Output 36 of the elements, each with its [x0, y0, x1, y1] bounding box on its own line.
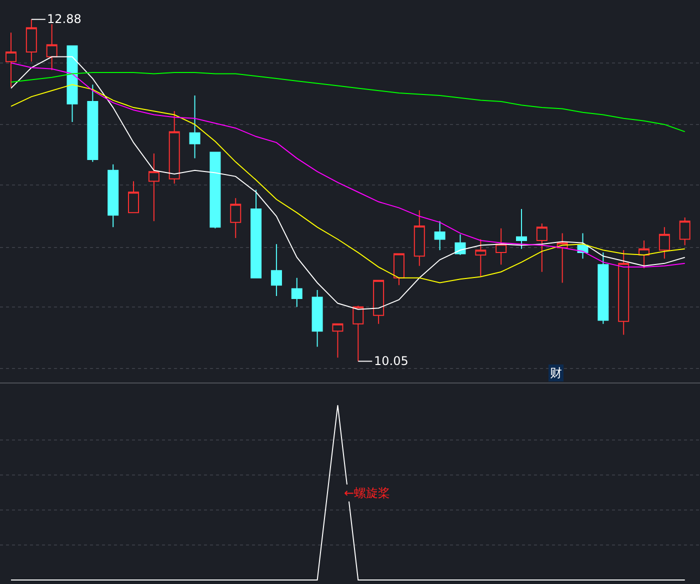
candlestick	[434, 220, 446, 251]
candlestick	[414, 210, 425, 266]
candlestick	[168, 110, 180, 184]
annotation: 12.88	[47, 12, 82, 26]
annotation: 财	[550, 366, 562, 380]
annotation: ←螺旋桨	[344, 486, 390, 500]
candlestick	[536, 223, 548, 272]
candlestick	[312, 290, 323, 348]
candlestick	[598, 252, 609, 324]
candlestick	[108, 164, 119, 228]
candlestick	[189, 94, 200, 159]
candlestick	[230, 198, 242, 239]
candlestick	[475, 238, 486, 278]
candlestick	[128, 180, 140, 214]
candlestick	[373, 280, 384, 324]
candlestick	[46, 24, 58, 71]
candlestick	[618, 250, 630, 336]
candlestick	[26, 18, 37, 62]
candlestick	[270, 244, 282, 297]
candlestick	[87, 84, 98, 162]
candlestick	[332, 323, 344, 358]
candlestick	[393, 253, 404, 286]
candlestick	[352, 305, 364, 362]
candlestick	[250, 189, 262, 278]
candlestick	[210, 152, 221, 229]
candlestick	[679, 217, 690, 246]
candlestick	[66, 45, 78, 123]
candlestick	[454, 234, 466, 256]
candlestick	[638, 240, 650, 269]
candlestick	[6, 32, 16, 88]
candlestick	[658, 226, 670, 260]
candlestick	[291, 277, 302, 308]
annotation: 10.05	[374, 354, 408, 368]
candlestick	[148, 152, 160, 222]
candlestick	[516, 208, 527, 250]
candlestick	[496, 228, 507, 266]
